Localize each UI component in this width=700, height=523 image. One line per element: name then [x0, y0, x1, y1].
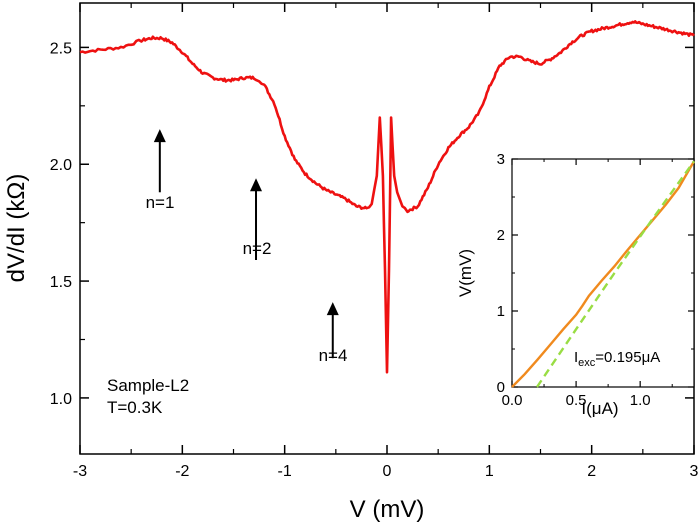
inset-y-axis-label: V(mV)	[456, 249, 475, 297]
inset-y-tick-label: 2	[497, 227, 505, 244]
inset-y-tick-label: 3	[497, 151, 505, 168]
x-tick-label: 1	[485, 463, 494, 480]
arrow-head	[326, 302, 339, 316]
inset-iv-curve	[511, 160, 696, 388]
iexc-value: =0.195μA	[595, 349, 660, 366]
inset-y-tick-labels: 0 1 2 3	[497, 151, 505, 396]
main-y-tick-labels: 1.0 1.5 2.0 2.5	[50, 40, 72, 408]
annotation-sample: Sample-L2	[107, 376, 189, 395]
arrow-head	[250, 178, 263, 192]
x-tick-label: -3	[73, 463, 87, 480]
main-x-axis-label: V (mV)	[350, 496, 425, 523]
iexc-symbol: I	[574, 349, 578, 366]
inset-x-tick-labels: 0.0 0.5 1.0	[502, 392, 651, 409]
inset-y-tick-label: 0	[497, 379, 505, 396]
main-data-curve	[79, 20, 695, 374]
x-tick-label: 2	[587, 463, 596, 480]
annotation-n1: n=1	[146, 193, 175, 212]
inset-annotation-iexc: Iexc=0.195μA	[574, 349, 660, 369]
inset-x-tick-label: 0.0	[502, 392, 523, 409]
x-tick-label: 3	[690, 463, 699, 480]
main-arrows	[153, 129, 339, 359]
y-tick-label: 2.5	[50, 40, 72, 57]
inset-plot-frame	[511, 158, 695, 388]
annotation-n4: n=4	[319, 346, 348, 365]
main-x-tick-labels: -3 -2 -1 0 1 2 3	[73, 463, 699, 480]
annotation-temperature: T=0.3K	[107, 398, 163, 417]
arrow-head	[153, 129, 166, 143]
y-tick-label: 1.0	[50, 391, 72, 408]
inset-extrapolation-line	[536, 160, 695, 388]
x-tick-label: 0	[383, 463, 392, 480]
x-tick-label: -2	[175, 463, 189, 480]
y-tick-label: 1.5	[50, 274, 72, 291]
inset-x-tick-label: 1.0	[630, 392, 651, 409]
inset-x-axis-label: I(μA)	[581, 399, 618, 418]
main-y-axis-label: dV/dI (kΩ)	[3, 174, 30, 283]
inset-y-tick-label: 1	[497, 303, 505, 320]
iexc-subscript: exc	[578, 357, 596, 369]
x-tick-label: -1	[278, 463, 292, 480]
y-tick-label: 2.0	[50, 157, 72, 174]
inset-x-tick-label: 0.5	[566, 392, 587, 409]
annotation-n2: n=2	[243, 239, 272, 258]
